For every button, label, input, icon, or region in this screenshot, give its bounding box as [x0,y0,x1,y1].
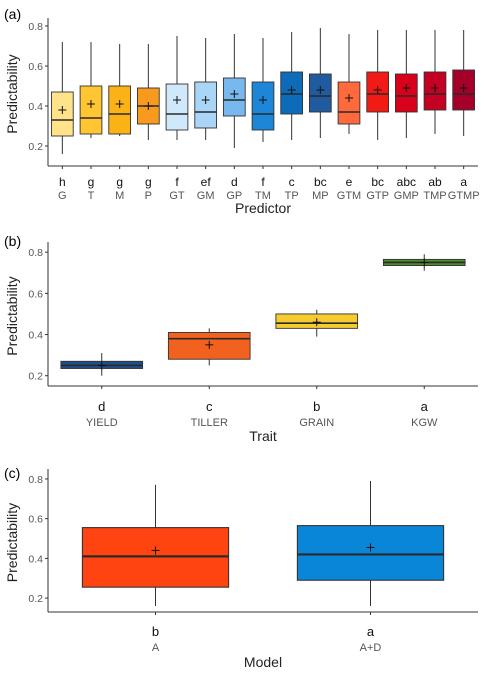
y-tick-label: 0.6 [28,61,43,73]
box-a-d: a A+D [296,480,445,654]
box-body [79,85,103,135]
y-tick-label: 0.4 [28,101,43,113]
significance-letter: a [460,175,467,189]
significance-letter: bc [314,175,327,189]
box-m: gM [108,44,132,202]
box-tp: cTP [280,32,304,202]
significance-letter: ef [201,175,212,189]
significance-letter: e [346,175,353,189]
y-tick-label: 0.4 [28,553,43,565]
box-body [296,525,445,581]
x-tick-label: TILLER [191,417,228,429]
box-gp: dGP [222,34,246,202]
x-axis-title: Predictor [235,200,291,216]
y-tick-label: 0.4 [28,330,43,342]
x-tick-label: GM [197,190,215,202]
significance-letter: c [289,175,295,189]
box-body [165,83,189,131]
box-t: gT [79,42,103,202]
x-tick-label: A+D [360,642,382,654]
x-tick-label: GMP [394,190,419,202]
box-yield: d YIELD [60,353,144,429]
panel-label: (a) [4,6,21,22]
significance-letter: h [59,175,66,189]
x-tick-label: TP [285,190,299,202]
box-a: bA [81,484,230,654]
panel-label: (c) [4,465,20,481]
x-tick-label: P [145,190,152,202]
x-tick-label: GTMP [448,190,480,202]
box-body [394,73,418,113]
significance-letter: g [145,175,152,189]
panel-label: (b) [4,233,21,249]
significance-letter: b [313,399,320,414]
box-kgw: a KGW [382,254,466,429]
y-tick-label: 0.8 [28,474,43,486]
x-tick-label: TMP [423,190,446,202]
x-tick-label: G [58,190,67,202]
y-tick-label: 0.6 [28,514,43,526]
y-axis-title: Predictability [4,503,20,582]
x-tick-label: GTP [366,190,389,202]
significance-letter: d [98,399,105,414]
box-tiller: c TILLER [167,328,251,429]
y-axis-title: Predictability [4,276,20,355]
x-tick-label: GT [169,190,185,202]
significance-letter: a [367,624,375,639]
box-grain: b GRAIN [275,309,359,429]
y-tick-label: 0.8 [28,21,43,33]
significance-letter: bc [371,175,384,189]
significance-letter: a [421,399,429,414]
x-tick-label: GRAIN [299,417,334,429]
significance-letter: c [206,399,213,414]
box-body [337,81,361,125]
significance-letter: g [88,175,95,189]
x-axis-title: Model [244,654,282,670]
box-tm: fTM [251,38,275,202]
x-tick-label: GTM [337,190,361,202]
box-body [251,81,275,131]
significance-letter: b [152,624,159,639]
x-tick-label: A [152,642,160,654]
x-tick-label: M [115,190,124,202]
significance-letter: ab [428,175,442,189]
chart-panel-2: (b) 0.2 0.4 0.6 0.8 Predictability Trait d YIELD… [4,233,478,444]
x-tick-label: MP [312,190,329,202]
significance-letter: f [175,175,179,189]
x-tick-label: KGW [411,417,438,429]
y-tick-label: 0.2 [28,593,43,605]
y-tick-label: 0.8 [28,247,43,259]
x-tick-label: T [88,190,95,202]
x-tick-label: YIELD [86,417,118,429]
y-axis-title: Predictability [4,54,20,133]
y-tick-label: 0.2 [28,371,43,383]
box-body [194,81,218,129]
significance-letter: d [231,175,238,189]
x-tick-label: GP [226,190,242,202]
y-tick-label: 0.6 [28,288,43,300]
significance-letter: f [261,175,265,189]
x-axis-title: Trait [249,428,277,444]
box-p: gP [136,44,160,202]
chart-panel-1: (a)0.20.40.60.8PredictabilityPredictorhG… [4,6,480,216]
significance-letter: abc [397,175,416,189]
box-gt: fGT [165,36,189,202]
significance-letter: g [116,175,123,189]
box-g: hG [50,42,74,202]
y-tick-label: 0.2 [28,141,43,153]
x-tick-label: TM [255,190,271,202]
box-body [108,85,132,135]
